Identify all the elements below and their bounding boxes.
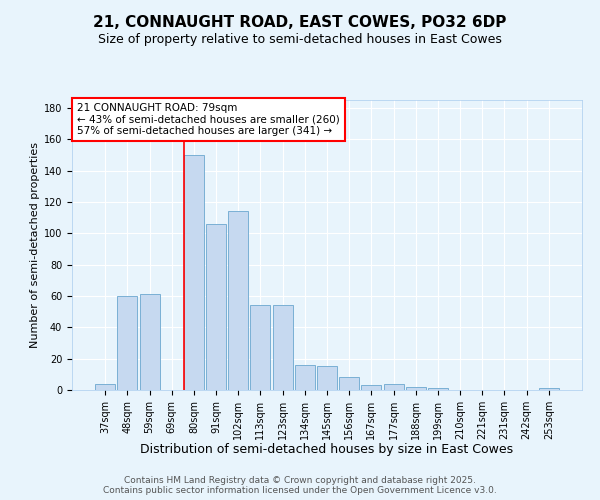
Bar [228, 212, 248, 390]
Text: 21, CONNAUGHT ROAD, EAST COWES, PO32 6DP: 21, CONNAUGHT ROAD, EAST COWES, PO32 6DP [94, 15, 506, 30]
Bar [428, 388, 448, 390]
Bar [118, 296, 137, 390]
Bar [383, 384, 404, 390]
Bar [361, 386, 382, 390]
Bar [339, 378, 359, 390]
Bar [272, 306, 293, 390]
X-axis label: Distribution of semi-detached houses by size in East Cowes: Distribution of semi-detached houses by … [140, 444, 514, 456]
Text: Size of property relative to semi-detached houses in East Cowes: Size of property relative to semi-detach… [98, 32, 502, 46]
Bar [206, 224, 226, 390]
Bar [184, 155, 204, 390]
Bar [317, 366, 337, 390]
Bar [250, 306, 271, 390]
Bar [140, 294, 160, 390]
Text: Contains HM Land Registry data © Crown copyright and database right 2025.
Contai: Contains HM Land Registry data © Crown c… [103, 476, 497, 495]
Bar [406, 387, 426, 390]
Y-axis label: Number of semi-detached properties: Number of semi-detached properties [29, 142, 40, 348]
Text: 21 CONNAUGHT ROAD: 79sqm
← 43% of semi-detached houses are smaller (260)
57% of : 21 CONNAUGHT ROAD: 79sqm ← 43% of semi-d… [77, 103, 340, 136]
Bar [295, 365, 315, 390]
Bar [539, 388, 559, 390]
Bar [95, 384, 115, 390]
